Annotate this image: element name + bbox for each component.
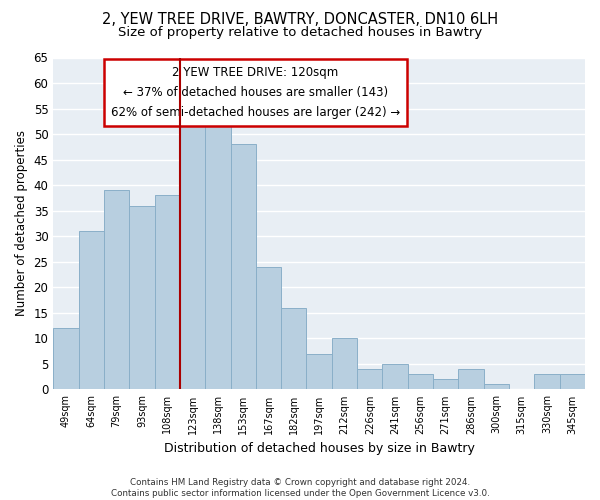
Text: 2, YEW TREE DRIVE, BAWTRY, DONCASTER, DN10 6LH: 2, YEW TREE DRIVE, BAWTRY, DONCASTER, DN… [102,12,498,28]
Text: Contains HM Land Registry data © Crown copyright and database right 2024.
Contai: Contains HM Land Registry data © Crown c… [110,478,490,498]
Bar [230,144,256,390]
Bar [433,379,458,390]
Bar [53,328,79,390]
Bar [104,190,129,390]
Bar [256,267,281,390]
Bar [332,338,357,390]
Bar [205,114,230,390]
Bar [535,374,560,390]
Bar [180,119,205,390]
Text: Size of property relative to detached houses in Bawtry: Size of property relative to detached ho… [118,26,482,39]
Y-axis label: Number of detached properties: Number of detached properties [15,130,28,316]
Text: 2 YEW TREE DRIVE: 120sqm
← 37% of detached houses are smaller (143)
62% of semi-: 2 YEW TREE DRIVE: 120sqm ← 37% of detach… [111,66,400,119]
Bar [408,374,433,390]
Bar [281,308,307,390]
Bar [155,196,180,390]
Bar [357,369,382,390]
Bar [79,231,104,390]
Bar [382,364,408,390]
X-axis label: Distribution of detached houses by size in Bawtry: Distribution of detached houses by size … [164,442,475,455]
Bar [484,384,509,390]
Bar [129,206,155,390]
Bar [458,369,484,390]
Bar [560,374,585,390]
Bar [307,354,332,390]
